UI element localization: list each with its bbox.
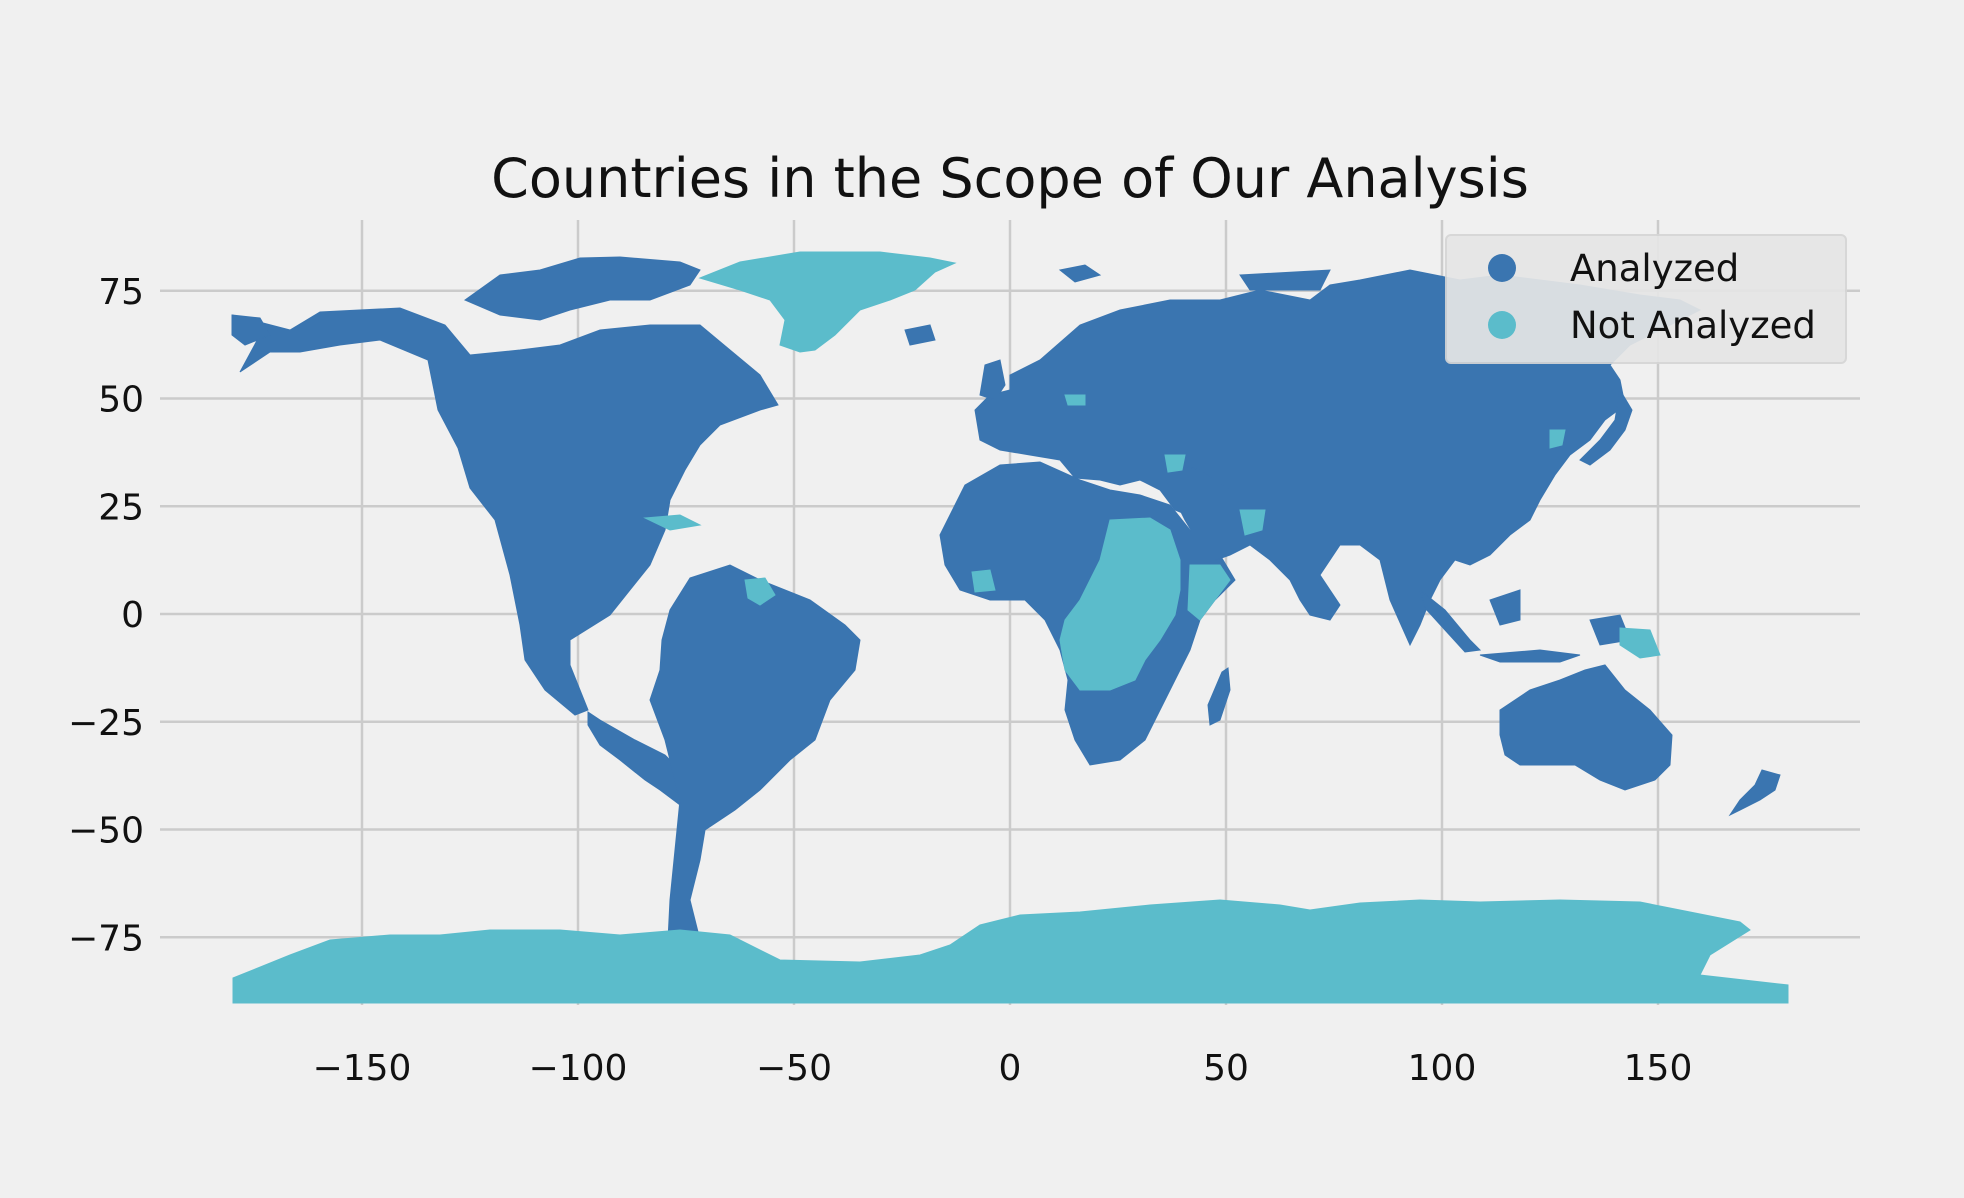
x-tick-label: 100 <box>1408 1048 1477 1089</box>
y-axis-tick-labels: 75 50 25 0 −25 −50 −75 <box>68 272 144 960</box>
legend: Analyzed Not Analyzed <box>1445 234 1847 364</box>
x-tick-label: −100 <box>529 1048 628 1089</box>
legend-box <box>1445 234 1847 364</box>
alaska-aleutian <box>231 314 271 346</box>
korea-patch <box>1549 429 1566 449</box>
x-tick-label: 150 <box>1624 1048 1693 1089</box>
indonesia-islands <box>1419 588 1631 663</box>
x-tick-label: 50 <box>1203 1048 1249 1089</box>
guyana-region <box>744 577 776 606</box>
legend-label-not-analyzed: Not Analyzed <box>1570 304 1816 347</box>
y-tick-label: 50 <box>98 380 144 421</box>
australia-landmass <box>1499 664 1673 791</box>
svalbard-russian-arctic <box>1058 264 1331 291</box>
new-zealand <box>1728 769 1781 817</box>
legend-marker-analyzed <box>1488 254 1516 282</box>
west-africa-patch <box>971 569 996 593</box>
antarctica <box>232 899 1789 1004</box>
japan <box>1579 388 1633 466</box>
canadian-arctic-islands <box>463 256 701 321</box>
x-tick-label: −50 <box>756 1048 832 1089</box>
y-tick-label: −50 <box>68 811 144 852</box>
south-america-landmass <box>649 564 861 973</box>
y-tick-label: 0 <box>121 595 144 636</box>
y-tick-label: −75 <box>68 918 144 959</box>
middle-east-patch <box>1164 454 1186 473</box>
arabian-peninsula <box>1159 459 1266 563</box>
iceland <box>904 324 936 346</box>
horn-of-africa-region <box>1187 564 1231 621</box>
cuba <box>643 514 702 531</box>
y-tick-label: −25 <box>68 703 144 744</box>
central-europe-patch <box>1064 394 1086 406</box>
legend-label-analyzed: Analyzed <box>1570 247 1739 290</box>
chart-title: Countries in the Scope of Our Analysis <box>491 147 1529 210</box>
not-analyzed-countries <box>232 251 1789 1004</box>
legend-marker-not-analyzed <box>1488 311 1516 339</box>
papua-new-guinea <box>1619 627 1661 659</box>
central-africa-region <box>1059 517 1181 691</box>
y-tick-label: 25 <box>98 487 144 528</box>
greenland <box>698 251 957 353</box>
y-tick-label: 75 <box>98 272 144 313</box>
x-tick-label: 0 <box>999 1048 1022 1089</box>
yemen-patch <box>1239 509 1266 536</box>
north-america-landmass <box>231 307 779 716</box>
uk-ireland <box>979 359 1006 401</box>
x-tick-label: −150 <box>313 1048 412 1089</box>
x-axis-tick-labels: −150 −100 −50 0 50 100 150 <box>313 1048 1693 1089</box>
madagascar <box>1207 667 1231 726</box>
